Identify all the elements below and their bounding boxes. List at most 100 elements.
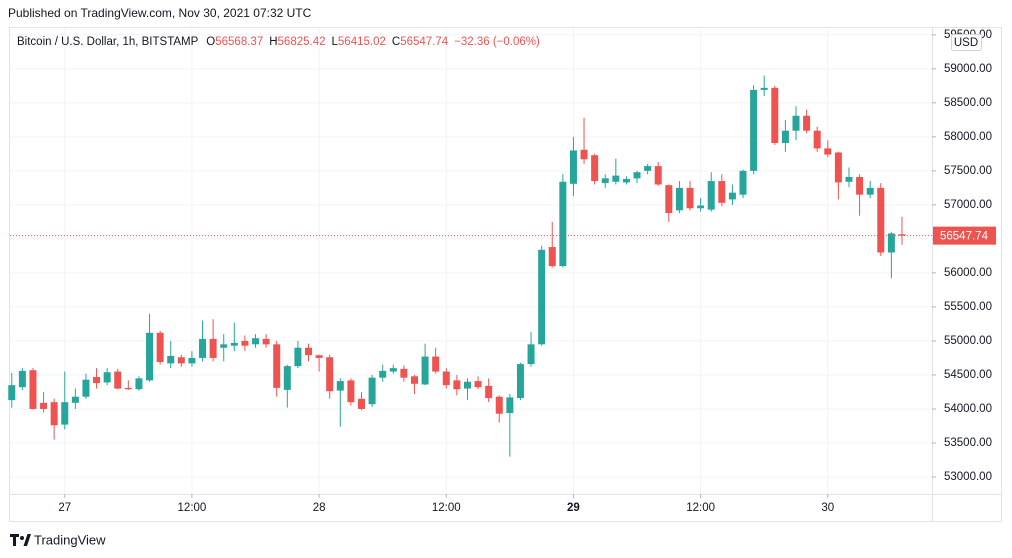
candle-body bbox=[856, 176, 864, 195]
candle-body bbox=[114, 371, 122, 389]
y-tick-label: 57500.00 bbox=[944, 165, 992, 177]
grid: 53000.00 53500.00 54000.00 54500.00 55000.00… bbox=[10, 28, 992, 514]
candle-body bbox=[315, 355, 323, 358]
candle-body bbox=[188, 357, 196, 364]
x-tick-label: 27 bbox=[58, 502, 71, 514]
candle-body bbox=[400, 368, 408, 378]
candle-body bbox=[18, 370, 26, 388]
candle-body bbox=[760, 87, 768, 90]
candle-body bbox=[442, 371, 450, 386]
x-tick-label: 30 bbox=[821, 502, 834, 514]
candle-body bbox=[135, 378, 143, 390]
candle-body bbox=[326, 357, 334, 392]
candle-body bbox=[877, 187, 885, 253]
candle-body bbox=[781, 130, 789, 143]
y-tick-label: 59000.00 bbox=[944, 63, 992, 75]
candles: 56547.74 bbox=[8, 75, 996, 457]
candle-body bbox=[283, 366, 291, 390]
candle-body bbox=[347, 380, 355, 403]
ohlc-key: O bbox=[206, 36, 215, 48]
candle-body bbox=[633, 172, 641, 179]
candle-body bbox=[792, 115, 800, 131]
candle-body bbox=[103, 372, 111, 383]
change-label: −32.36 (−0.06%) bbox=[454, 36, 540, 48]
x-tick-label: 12:00 bbox=[432, 502, 461, 514]
candle-body bbox=[209, 338, 217, 358]
candle-body bbox=[601, 178, 609, 184]
candle-body bbox=[485, 385, 493, 399]
candle-body bbox=[728, 192, 736, 200]
candle-body bbox=[495, 396, 503, 414]
candle-body bbox=[654, 166, 662, 185]
candle-body bbox=[262, 338, 270, 345]
ohlc-legend: Bitcoin / U.S. Dollar, 1h, BITSTAMP USD O… bbox=[17, 34, 982, 51]
candle-body bbox=[813, 130, 821, 149]
ohlc-value: 56415.02 bbox=[338, 36, 386, 48]
candle-body bbox=[739, 170, 747, 195]
y-tick-label: 55500.00 bbox=[944, 301, 992, 313]
y-tick-label: 58000.00 bbox=[944, 131, 992, 143]
candle-body bbox=[177, 357, 185, 364]
ohlc-value: 56547.74 bbox=[400, 36, 449, 48]
candle-body bbox=[527, 344, 535, 365]
candle-body bbox=[644, 166, 652, 171]
published-note: Published on TradingView.com, Nov 30, 20… bbox=[8, 6, 312, 20]
chart-title: Bitcoin / U.S. Dollar, 1h, BITSTAMP bbox=[17, 36, 199, 48]
y-tick-label: 55000.00 bbox=[944, 335, 992, 347]
candle-body bbox=[273, 344, 281, 388]
candle-body bbox=[750, 89, 758, 171]
chart-frame bbox=[9, 27, 1002, 522]
candle-body bbox=[453, 380, 461, 390]
candle-body bbox=[898, 234, 906, 236]
candle-body bbox=[559, 181, 567, 267]
candle-body bbox=[357, 398, 365, 409]
candle-body bbox=[612, 175, 620, 182]
candle-body bbox=[580, 149, 588, 160]
candle-body bbox=[686, 187, 694, 209]
candle-body bbox=[432, 356, 440, 372]
candle-body bbox=[199, 338, 207, 358]
footer: TradingView bbox=[10, 532, 106, 547]
candle-body bbox=[410, 376, 418, 384]
ohlc-key: H bbox=[269, 36, 277, 48]
y-tick-label: 54000.00 bbox=[944, 403, 992, 415]
candle-body bbox=[252, 338, 260, 345]
ohlc-key: L bbox=[332, 36, 339, 48]
x-tick-label: 28 bbox=[313, 502, 326, 514]
candle-body bbox=[82, 379, 90, 397]
candle-body bbox=[230, 342, 238, 346]
candle-body bbox=[707, 181, 715, 210]
candle-body bbox=[866, 187, 874, 195]
candle-body bbox=[548, 247, 556, 267]
candle-body bbox=[220, 344, 228, 348]
candle-body bbox=[845, 176, 853, 182]
currency-box bbox=[951, 34, 982, 51]
candle-body bbox=[675, 187, 683, 211]
candle-body bbox=[389, 368, 397, 372]
candle-body bbox=[506, 397, 514, 414]
y-tick-label: 53500.00 bbox=[944, 437, 992, 449]
candle-body bbox=[824, 148, 832, 155]
y-tick-label: 57000.00 bbox=[944, 199, 992, 211]
x-tick-label: 12:00 bbox=[686, 502, 715, 514]
candle-body bbox=[421, 356, 429, 385]
last-price-label: 56547.74 bbox=[940, 231, 989, 243]
candle-body bbox=[305, 347, 313, 356]
candle-body bbox=[516, 364, 524, 399]
candle-body bbox=[167, 355, 175, 364]
brand-name: TradingView bbox=[34, 532, 106, 547]
candle-body bbox=[241, 340, 249, 346]
candle-body bbox=[665, 185, 673, 214]
currency-label: USD bbox=[954, 37, 978, 49]
candle-body bbox=[40, 402, 48, 409]
ohlc-value: 56825.42 bbox=[278, 36, 326, 48]
candle-body bbox=[146, 332, 154, 381]
candle-body bbox=[887, 233, 895, 253]
last-price-box bbox=[933, 226, 996, 245]
candle-body bbox=[8, 385, 16, 401]
candle-body bbox=[368, 377, 376, 405]
candle-body bbox=[93, 376, 101, 384]
candle-body bbox=[61, 402, 69, 425]
